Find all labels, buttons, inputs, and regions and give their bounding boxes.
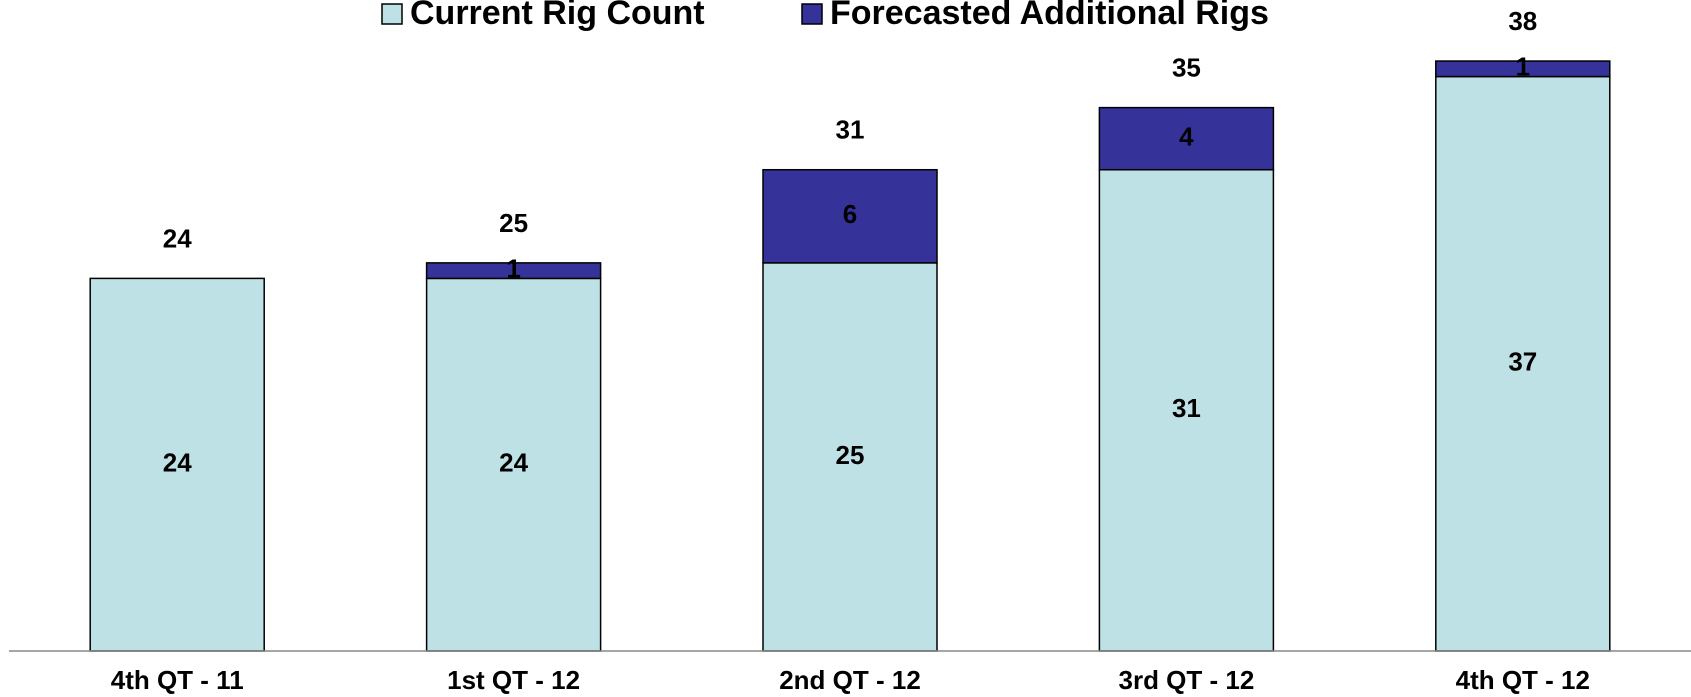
legend-swatch <box>801 3 823 25</box>
bar-segment <box>1435 60 1611 78</box>
x-tick-label: 3rd QT - 12 <box>1118 665 1254 695</box>
bar-segment <box>762 168 938 264</box>
data-label: 1 <box>1516 52 1530 82</box>
bar-segment <box>762 262 938 652</box>
data-label: 1 <box>506 254 520 284</box>
data-label: 24 <box>499 448 528 478</box>
data-label: 37 <box>1508 347 1537 377</box>
bar-segment <box>425 262 602 280</box>
bar-segment <box>425 277 602 652</box>
total-label: 25 <box>499 208 528 238</box>
data-label: 25 <box>836 440 865 470</box>
total-label: 24 <box>163 223 192 253</box>
legend-label: Current Rig Count <box>410 0 705 32</box>
x-tick-label: 4th QT - 12 <box>1456 665 1590 695</box>
x-tick-label: 2nd QT - 12 <box>779 665 921 695</box>
data-label: 31 <box>1172 393 1201 423</box>
bar-segment <box>1098 106 1275 171</box>
legend-swatch <box>381 3 403 25</box>
data-label: 6 <box>843 199 857 229</box>
x-tick-label: 4th QT - 11 <box>111 665 244 695</box>
data-label: 4 <box>1179 122 1194 152</box>
data-label: 24 <box>163 448 192 478</box>
legend-label: Forecasted Additional Rigs <box>830 0 1269 32</box>
total-label: 35 <box>1172 53 1201 83</box>
bar-segment <box>89 277 265 652</box>
total-label: 31 <box>836 115 865 145</box>
total-label: 38 <box>1508 6 1537 36</box>
bar-segment <box>1435 75 1611 652</box>
x-tick-label: 1st QT - 12 <box>447 665 580 695</box>
